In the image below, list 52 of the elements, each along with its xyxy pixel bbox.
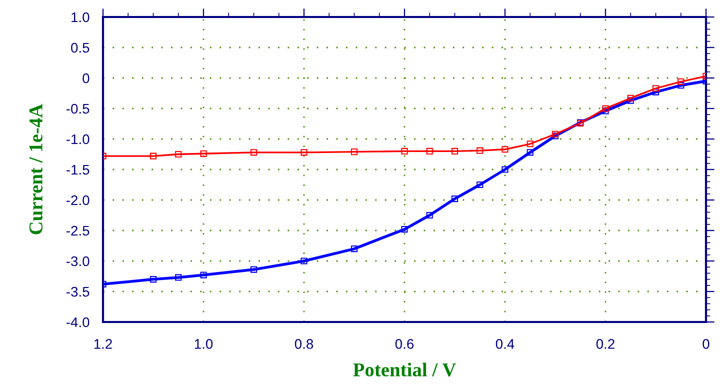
- point: [476, 147, 484, 154]
- y-tick-label: -2.5: [66, 226, 90, 236]
- point: [150, 152, 157, 160]
- point: [627, 97, 634, 104]
- x-tick-label: 0.6: [395, 339, 414, 349]
- point: [451, 148, 458, 154]
- point: [426, 148, 433, 154]
- point: [401, 148, 408, 154]
- x-tick-label: 0: [702, 339, 710, 349]
- point: [426, 212, 433, 219]
- point: [678, 82, 684, 89]
- y-tick-label: -3.0: [66, 256, 90, 266]
- point: [350, 246, 358, 252]
- point: [175, 150, 182, 158]
- y-tick-label: 0.5: [71, 42, 90, 53]
- x-tick-label: 1.2: [94, 339, 112, 349]
- point: [652, 85, 660, 92]
- point: [652, 88, 660, 96]
- point: [451, 195, 458, 202]
- point: [300, 149, 308, 156]
- x-axis-title: Potential / V: [353, 362, 456, 377]
- x-tick-label: 0.8: [294, 339, 314, 349]
- x-tick-label: 1.0: [194, 339, 213, 349]
- x-tick-label: 0.2: [596, 339, 614, 349]
- point: [627, 94, 634, 102]
- point: [300, 258, 308, 264]
- point: [250, 149, 258, 156]
- y-axis-title: Current / 1e-4A: [29, 104, 43, 234]
- point: [526, 149, 534, 156]
- point: [150, 276, 157, 283]
- y-tick-label: -2.0: [66, 195, 90, 206]
- y-tick-label: -3.5: [66, 286, 90, 297]
- point: [678, 78, 684, 85]
- y-tick-label: -1.5: [66, 164, 90, 175]
- point: [526, 140, 534, 148]
- point: [602, 105, 609, 112]
- point: [250, 266, 258, 273]
- y-tick-label: -0.5: [66, 104, 90, 114]
- line-series: [103, 78, 706, 288]
- point: [502, 166, 508, 173]
- y-tick-label: 0: [82, 73, 90, 84]
- y-tick-label: 1.0: [72, 12, 90, 22]
- y-tick-label: -1.0: [66, 134, 90, 144]
- x-tick-label: 0.4: [496, 339, 514, 349]
- point: [502, 146, 508, 153]
- point: [401, 226, 408, 233]
- point: [350, 148, 358, 156]
- point: [476, 181, 484, 188]
- point: [175, 274, 182, 281]
- y-tick-label: -4.0: [66, 317, 90, 328]
- point: [200, 150, 207, 157]
- point: [200, 272, 207, 278]
